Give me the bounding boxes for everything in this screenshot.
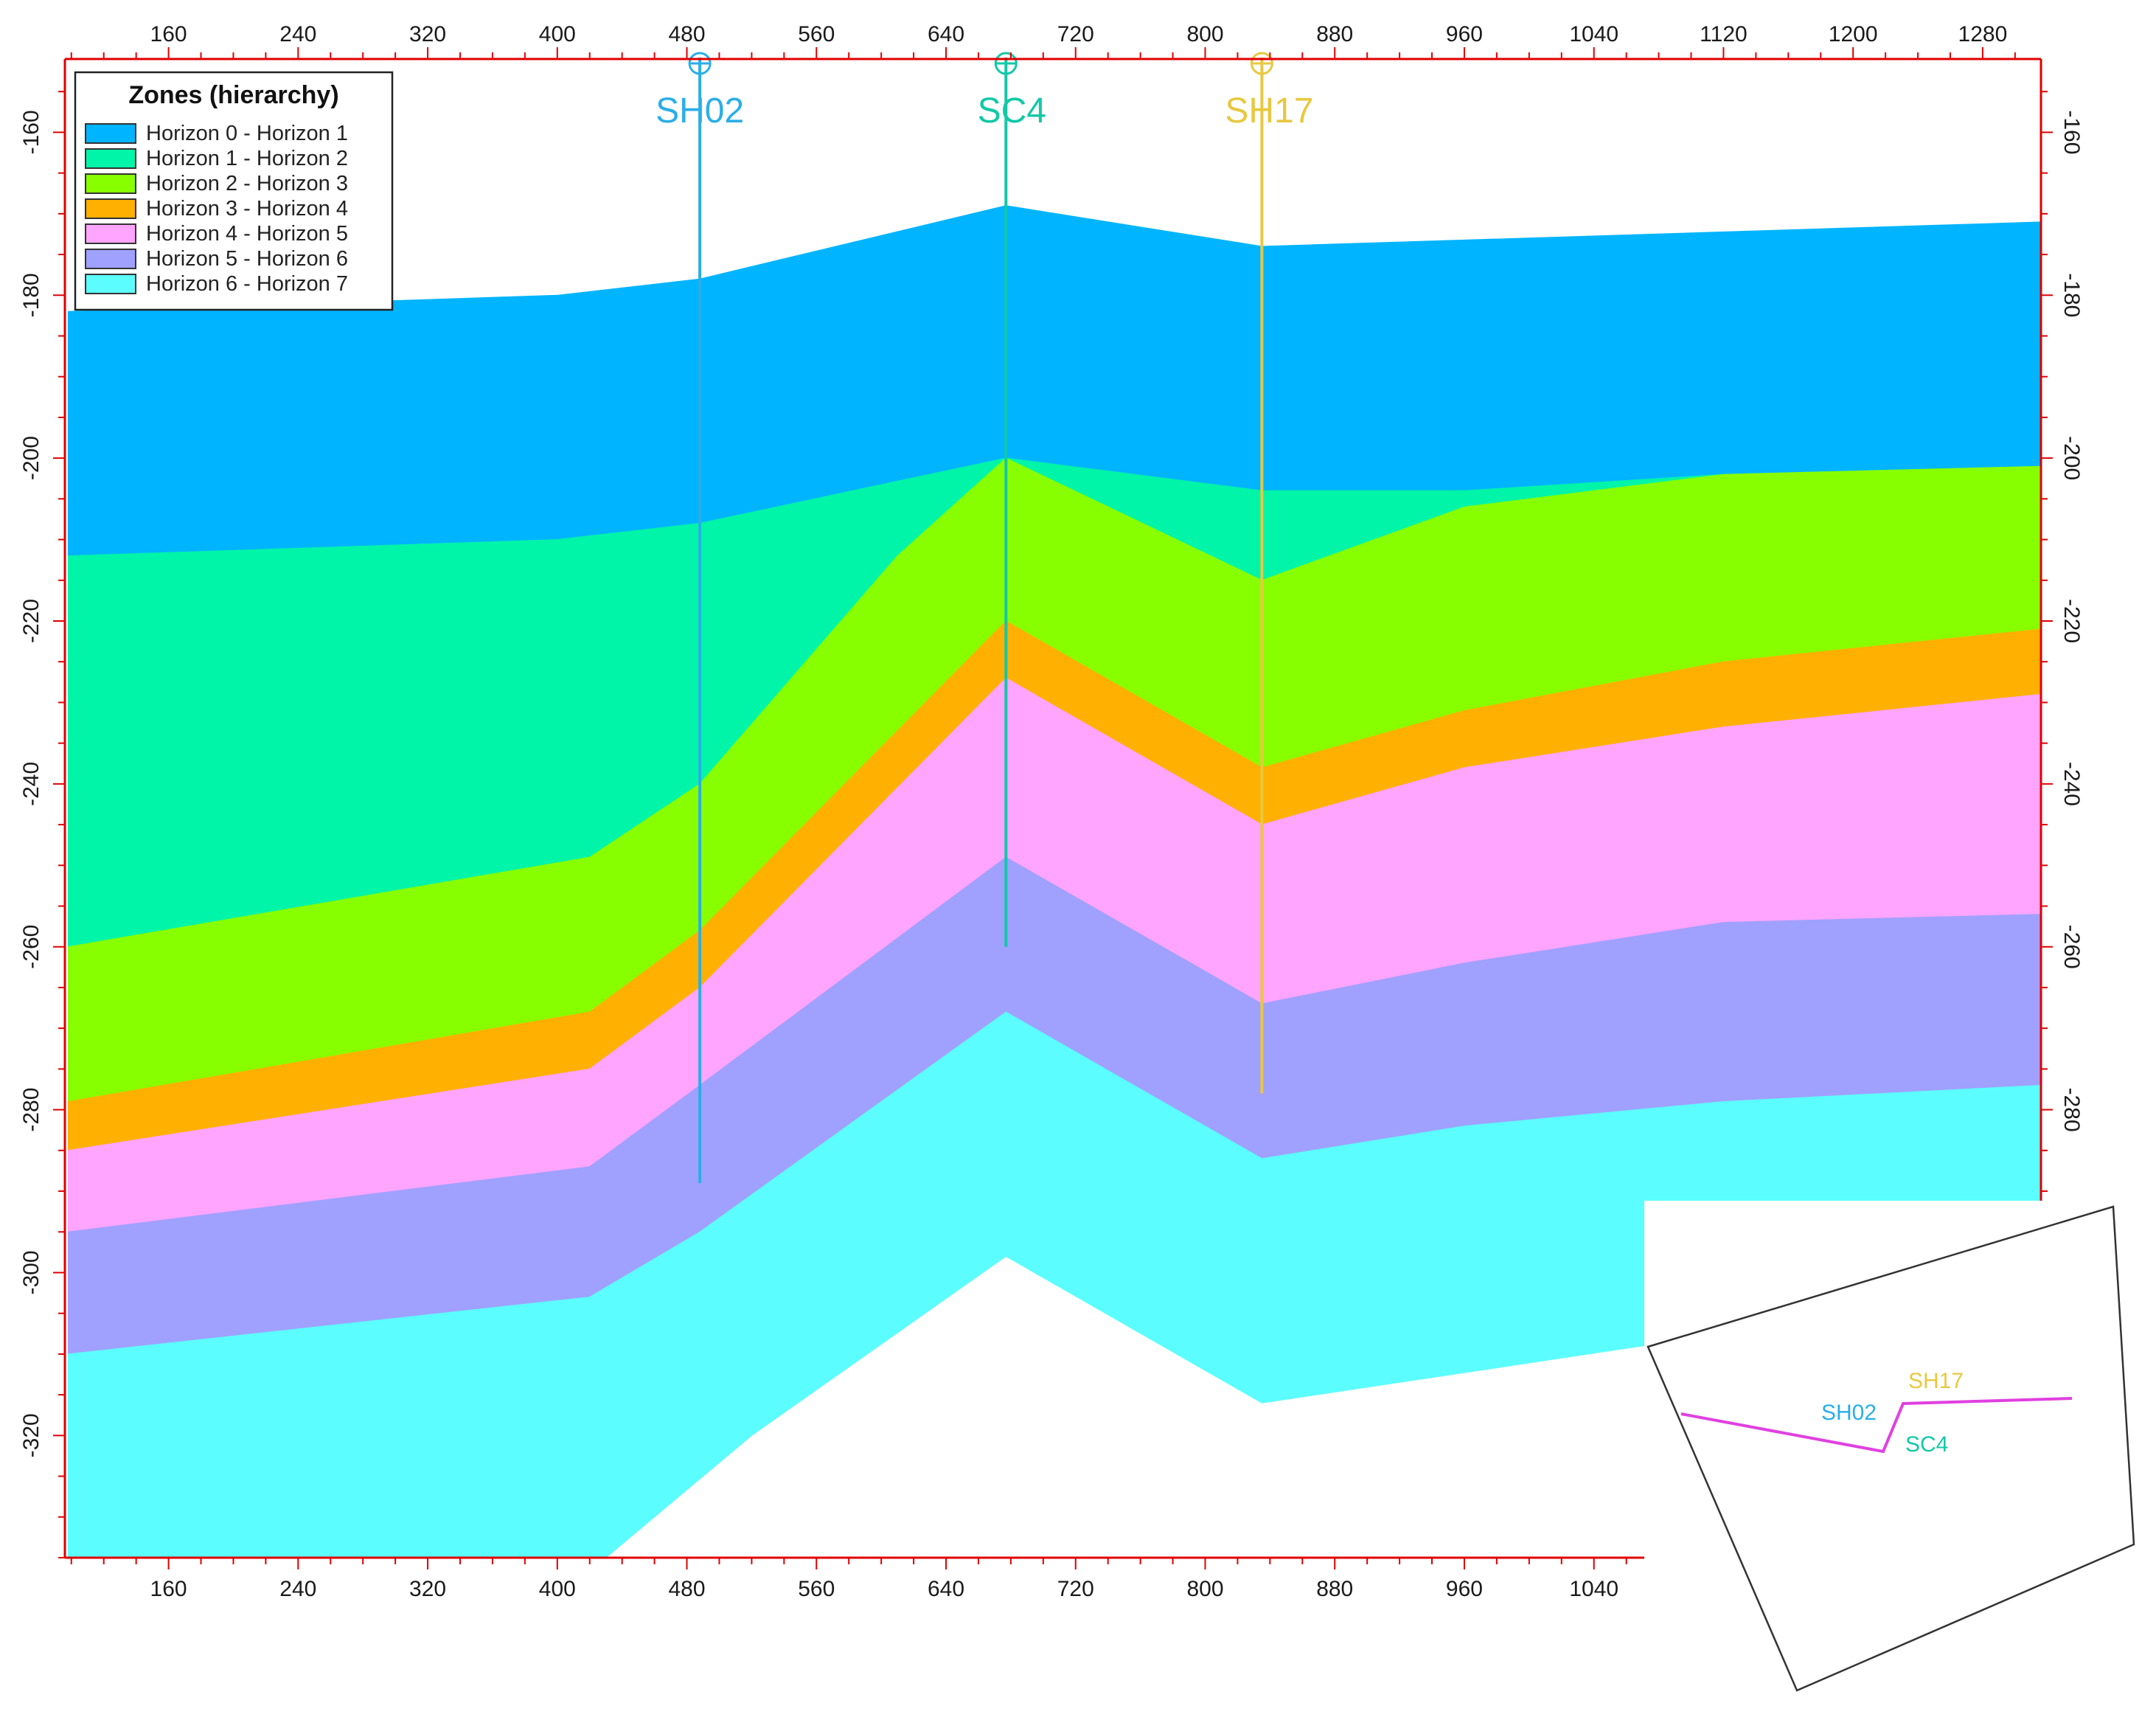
x-top-tick-label: 960	[1446, 22, 1483, 46]
x-top-tick-label: 320	[409, 22, 446, 46]
inset-frame	[1646, 1205, 2135, 1692]
x-top-tick-label: 400	[539, 22, 576, 46]
x-bottom-tick-label: 880	[1316, 1577, 1353, 1601]
x-bottom-tick-label: 640	[928, 1577, 964, 1601]
y-right-tick-label: -160	[2059, 110, 2084, 154]
legend-label-2: Horizon 2 - Horizon 3	[146, 172, 348, 195]
x-top-tick-label: 1120	[1700, 22, 1748, 46]
legend-label-1: Horizon 1 - Horizon 2	[146, 147, 348, 170]
x-top-tick-label: 160	[150, 22, 187, 46]
y-left-tick-label: -300	[19, 1250, 44, 1294]
y-right-tick-label: -280	[2059, 1088, 2084, 1132]
legend-swatch-2	[85, 173, 136, 194]
inset-label-sc4: SC4	[1905, 1432, 1948, 1457]
legend-title: Zones (hierarchy)	[128, 81, 338, 109]
legend-swatch-5	[85, 249, 136, 269]
x-bottom-tick-label: 960	[1446, 1577, 1483, 1601]
inset-label-sh17: SH17	[1908, 1369, 1964, 1393]
x-top-tick-label: 800	[1186, 22, 1223, 46]
y-right-tick-label: -240	[2059, 762, 2084, 806]
legend-label-3: Horizon 3 - Horizon 4	[146, 197, 348, 221]
x-bottom-tick-label: 720	[1057, 1577, 1094, 1601]
x-top-tick-label: 640	[928, 22, 964, 46]
x-bottom-tick-label: 160	[150, 1577, 187, 1601]
well-label-sh02: SH02	[656, 91, 744, 131]
x-bottom-tick-label: 320	[409, 1577, 446, 1601]
y-left-tick-label: -240	[19, 762, 44, 806]
legend-swatch-0	[85, 123, 136, 144]
zone-6	[67, 1011, 2041, 1558]
x-bottom-tick-label: 560	[798, 1577, 835, 1601]
well-label-sh17: SH17	[1225, 91, 1313, 131]
x-bottom-tick-label: 400	[539, 1577, 576, 1601]
y-left-tick-label: -280	[19, 1088, 44, 1132]
x-top-tick-label: 880	[1316, 22, 1353, 46]
y-left-tick-label: -260	[19, 925, 44, 969]
well-label-sc4: SC4	[978, 91, 1046, 131]
y-left-tick-label: -320	[19, 1413, 44, 1457]
y-left-tick-label: -180	[19, 273, 44, 317]
legend-label-5: Horizon 5 - Horizon 6	[146, 247, 348, 271]
x-top-tick-label: 720	[1057, 22, 1094, 46]
legend-label-0: Horizon 0 - Horizon 1	[146, 122, 348, 145]
inset-map: SH02 SC4 SH17	[1646, 1205, 2135, 1692]
legend: Zones (hierarchy) Horizon 0 - Horizon 1H…	[74, 71, 394, 311]
y-right-tick-label: -180	[2059, 273, 2084, 317]
x-top-tick-label: 240	[279, 22, 316, 46]
x-bottom-tick-label: 800	[1186, 1577, 1223, 1601]
x-top-tick-label: 1280	[1958, 22, 2008, 46]
legend-swatch-3	[85, 198, 136, 219]
x-top-tick-label: 1040	[1569, 22, 1618, 46]
wells-layer: SH02 SC4 SH17	[656, 52, 1313, 1183]
y-left-tick-label: -220	[19, 599, 44, 643]
legend-swatch-4	[85, 223, 136, 244]
inset-label-sh02: SH02	[1821, 1401, 1877, 1425]
y-right-tick-label: -200	[2059, 436, 2084, 480]
axes-layer: 160 240 320 400 480 560 640 720 800 880 960 1040 112…	[19, 22, 2084, 1601]
x-bottom-tick-label: 240	[279, 1577, 316, 1601]
x-top-tick-label: 480	[669, 22, 706, 46]
zones-layer	[67, 205, 2041, 1558]
y-right-tick-label: -260	[2059, 925, 2084, 969]
x-bottom-tick-label: 1040	[1569, 1577, 1618, 1601]
x-bottom-tick-label: 480	[669, 1577, 706, 1601]
legend-swatch-1	[85, 148, 136, 169]
y-right-tick-label: -220	[2059, 599, 2084, 643]
legend-swatch-6	[85, 274, 136, 294]
y-left-tick-label: -200	[19, 436, 44, 480]
x-top-tick-label: 560	[798, 22, 835, 46]
x-top-tick-label: 1200	[1829, 22, 1878, 46]
y-left-tick-label: -160	[19, 110, 44, 154]
legend-label-4: Horizon 4 - Horizon 5	[146, 222, 348, 246]
legend-label-6: Horizon 6 - Horizon 7	[146, 272, 348, 296]
inset-section-line	[1680, 1397, 2073, 1454]
